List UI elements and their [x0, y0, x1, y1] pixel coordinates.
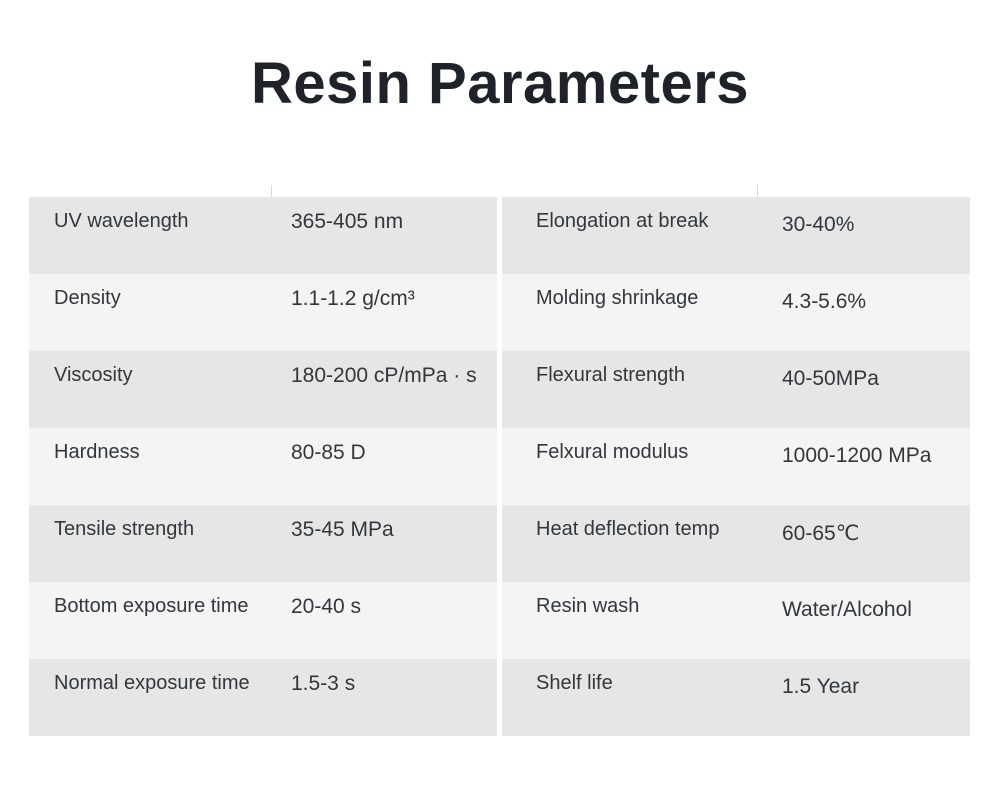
parameter-label: Flexural strength — [536, 364, 685, 386]
parameter-value: 1000-1200 MPa — [782, 444, 932, 467]
parameter-label: Shelf life — [536, 672, 613, 694]
parameter-value: 1.1-1.2 g/cm³ — [291, 287, 415, 310]
parameter-label: Heat deflection temp — [536, 518, 720, 540]
parameter-label: Density — [54, 287, 121, 309]
parameter-label: Felxural modulus — [536, 441, 689, 463]
parameter-label: Molding shrinkage — [536, 287, 699, 309]
parameter-value: 30-40% — [782, 213, 855, 236]
parameter-label: UV wavelength — [54, 210, 189, 232]
table-row: Molding shrinkage 4.3-5.6% — [502, 274, 970, 351]
parameter-label: Normal exposure time — [54, 672, 250, 694]
parameter-value: 20-40 s — [291, 595, 362, 618]
table-row: Heat deflection temp 60-65℃ — [502, 505, 970, 582]
table-row: Normal exposure time 1.5-3 s — [29, 659, 497, 736]
parameter-label: Bottom exposure time — [54, 595, 249, 617]
parameter-label: Elongation at break — [536, 210, 709, 232]
parameter-value: 60-65℃ — [782, 522, 860, 545]
parameter-value: 180-200 cP/mPa · s — [291, 364, 477, 387]
parameter-value: 35-45 MPa — [291, 518, 394, 541]
parameter-value: 80-85 D — [291, 441, 366, 464]
parameter-label: Hardness — [54, 441, 140, 463]
parameter-value: 4.3-5.6% — [782, 290, 867, 313]
left-parameter-table: UV wavelength 365-405 nm Density 1.1-1.2… — [29, 197, 497, 736]
page-title: Resin Parameters — [250, 51, 750, 116]
table-row: Viscosity 180-200 cP/mPa · s — [29, 351, 497, 428]
parameter-value: 365-405 nm — [291, 210, 404, 233]
table-row: Hardness 80-85 D — [29, 428, 497, 505]
parameter-label: Viscosity — [54, 364, 133, 386]
parameter-label: Resin wash — [536, 595, 640, 617]
parameter-label: Tensile strength — [54, 518, 195, 540]
table-row: Bottom exposure time 20-40 s — [29, 582, 497, 659]
table-row: Flexural strength 40-50MPa — [502, 351, 970, 428]
table-row: UV wavelength 365-405 nm — [29, 197, 497, 274]
parameter-value: 1.5-3 s — [291, 672, 356, 695]
table-row: Tensile strength 35-45 MPa — [29, 505, 497, 582]
table-row: Density 1.1-1.2 g/cm³ — [29, 274, 497, 351]
table-row: Elongation at break 30-40% — [502, 197, 970, 274]
table-row: Shelf life 1.5 Year — [502, 659, 970, 736]
parameter-value: 1.5 Year — [782, 675, 860, 698]
parameter-value: 40-50MPa — [782, 367, 879, 390]
right-parameter-table: Elongation at break 30-40% Molding shrin… — [502, 197, 970, 736]
table-row: Resin wash Water/Alcohol — [502, 582, 970, 659]
table-row: Felxural modulus 1000-1200 MPa — [502, 428, 970, 505]
parameter-value: Water/Alcohol — [782, 598, 912, 621]
